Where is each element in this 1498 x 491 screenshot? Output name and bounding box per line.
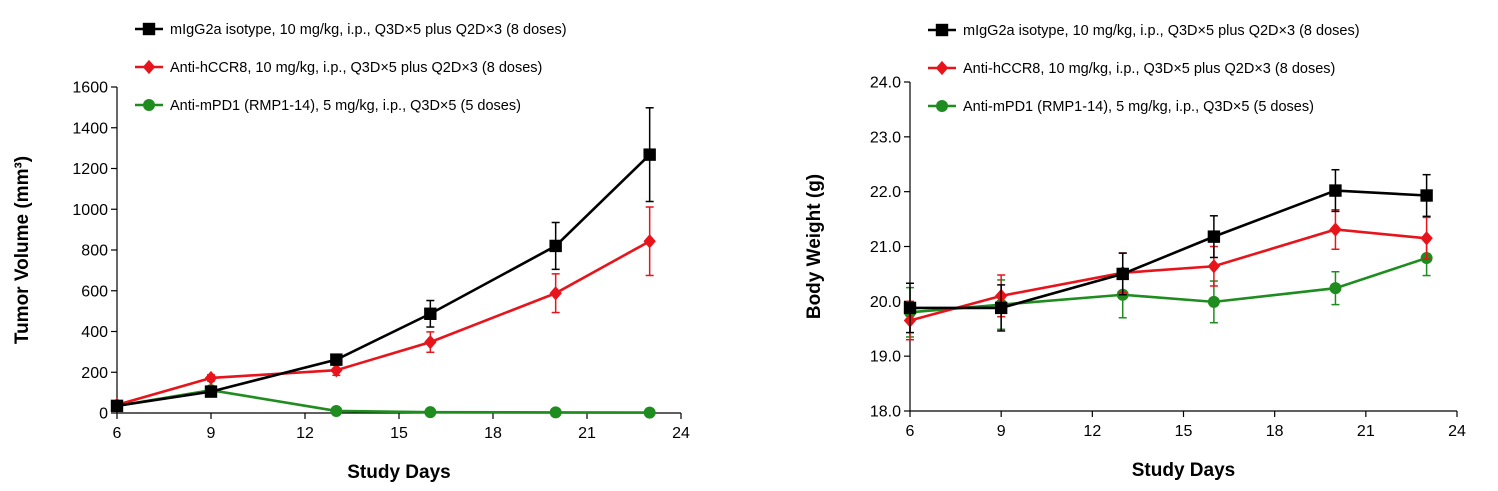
x-tick-label: 18	[484, 425, 502, 442]
legend-label: Anti-hCCR8, 10 mg/kg, i.p., Q3D×5 plus Q…	[170, 60, 542, 76]
x-tick-label: 12	[296, 425, 314, 442]
legend-label: mIgG2a isotype, 10 mg/kg, i.p., Q3D×5 pl…	[170, 22, 567, 38]
y-tick-label: 600	[81, 283, 108, 300]
tumor-volume-chart: 0 200 400 600 800 1000 1200 1400 1600 6 9 12 15 18 21 2…	[12, 22, 690, 483]
data-point-diamond	[330, 363, 343, 378]
data-point-square	[110, 399, 124, 413]
data-point-diamond	[935, 60, 949, 76]
data-point-square	[903, 301, 917, 315]
data-point-circle	[143, 99, 155, 111]
y-tick-label: 200	[81, 365, 108, 382]
data-point-circle	[549, 406, 562, 419]
data-point-diamond	[1420, 231, 1433, 246]
series-1	[903, 209, 1433, 341]
data-point-square	[549, 239, 562, 253]
x-axis-title: Study Days	[347, 462, 450, 483]
y-tick-label: 23.0	[870, 129, 901, 146]
y-tick-label: 1400	[72, 120, 108, 137]
data-point-square	[1116, 267, 1129, 281]
data-point-square	[330, 353, 343, 366]
x-tick-label: 6	[906, 423, 915, 440]
x-tick-label: 15	[390, 425, 408, 442]
x-tick-label: 15	[1175, 423, 1193, 440]
data-point-square	[643, 148, 656, 161]
data-point-diamond	[1207, 259, 1221, 274]
legend-label: Anti-mPD1 (RMP1-14), 5 mg/kg, i.p., Q3D×…	[963, 99, 1314, 115]
series-1	[110, 206, 656, 412]
x-tick-label: 9	[997, 423, 1006, 440]
data-point-circle	[1329, 282, 1342, 295]
data-point-square	[1207, 230, 1221, 243]
series-line	[116, 240, 651, 407]
x-tick-label: 21	[1357, 423, 1375, 440]
y-tick-label: 1000	[72, 202, 108, 219]
legend-label: mIgG2a isotype, 10 mg/kg, i.p., Q3D×5 pl…	[963, 23, 1360, 39]
legend-label: Anti-hCCR8, 10 mg/kg, i.p., Q3D×5 plus Q…	[963, 61, 1335, 77]
y-axis-title: Tumor Volume (mm³)	[12, 156, 33, 344]
series-line	[909, 228, 1427, 322]
series-0	[903, 168, 1433, 334]
y-tick-label: 18.0	[870, 404, 901, 421]
x-tick-label: 6	[113, 425, 122, 442]
data-point-diamond	[549, 286, 562, 301]
data-point-circle	[643, 406, 656, 419]
y-tick-label: 800	[81, 243, 108, 260]
y-tick-label: 22.0	[870, 184, 901, 201]
series-2	[904, 239, 1433, 338]
data-point-square	[994, 301, 1008, 315]
y-axis-title: Body Weight (g)	[804, 174, 825, 319]
data-point-diamond	[142, 59, 156, 75]
data-point-circle	[1207, 295, 1220, 308]
legend-label: Anti-mPD1 (RMP1-14), 5 mg/kg, i.p., Q3D×…	[170, 98, 521, 114]
x-tick-label: 24	[672, 425, 690, 442]
data-point-square	[1420, 189, 1433, 202]
data-point-square	[204, 385, 218, 398]
y-tick-label: 24.0	[870, 75, 901, 92]
body-weight-chart: 18.0 19.0 20.0 21.0 22.0 23.0 24.0 6 9 12 15 18 21 24…	[804, 23, 1466, 481]
y-tick-label: 400	[81, 324, 108, 341]
legend: mIgG2a isotype, 10 mg/kg, i.p., Q3D×5 pl…	[928, 23, 1360, 115]
y-tick-label: 0	[99, 406, 108, 423]
x-tick-label: 24	[1448, 423, 1466, 440]
data-point-square	[142, 22, 156, 36]
data-point-diamond	[424, 334, 437, 350]
data-point-diamond	[1329, 222, 1342, 237]
data-point-circle	[936, 100, 948, 112]
data-point-diamond	[204, 370, 218, 386]
y-tick-label: 1600	[72, 80, 108, 97]
data-point-square	[424, 307, 437, 320]
series-0	[110, 107, 656, 413]
x-axis-title: Study Days	[1132, 460, 1235, 481]
legend: mIgG2a isotype, 10 mg/kg, i.p., Q3D×5 pl…	[135, 22, 567, 114]
y-tick-label: 19.0	[870, 349, 901, 366]
data-point-circle	[424, 406, 437, 419]
data-point-diamond	[643, 234, 656, 249]
y-tick-label: 1200	[72, 161, 108, 178]
series-line	[910, 189, 1427, 310]
data-point-square	[935, 23, 949, 37]
x-tick-label: 18	[1266, 423, 1284, 440]
x-tick-label: 12	[1083, 423, 1101, 440]
y-tick-label: 21.0	[870, 239, 901, 256]
series-line	[909, 256, 1428, 314]
x-tick-label: 21	[578, 425, 596, 442]
series-line	[116, 153, 651, 408]
data-point-circle	[330, 404, 343, 417]
x-tick-label: 9	[207, 425, 216, 442]
y-tick-label: 20.0	[870, 294, 901, 311]
data-point-square	[1329, 184, 1342, 197]
